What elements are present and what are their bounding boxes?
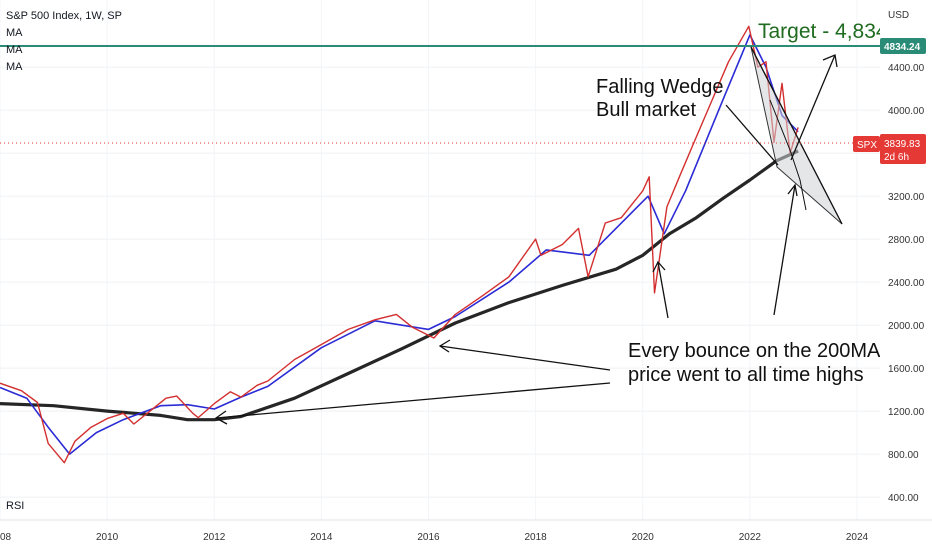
y-tick-label: 1200.00: [888, 407, 925, 418]
ma-indicator-2[interactable]: MA: [6, 44, 23, 56]
series-line-ma-short: [0, 34, 799, 455]
bounce-arrow-2016-head: [438, 339, 451, 353]
x-tick-label: 2022: [739, 532, 762, 543]
bounce-annotation-line2: price went to all time highs: [628, 364, 864, 386]
price-axis-bg: [880, 0, 932, 520]
price-axis-currency: USD: [888, 10, 909, 21]
x-tick-label: 2024: [846, 532, 869, 543]
y-tick-label: 4400.00: [888, 63, 925, 74]
x-tick-label: 2020: [632, 532, 655, 543]
y-tick-label: 2000.00: [888, 321, 925, 332]
x-tick-label: 2010: [96, 532, 119, 543]
wedge-upper-line: [750, 46, 843, 225]
y-tick-label: 2400.00: [888, 278, 925, 289]
bounce-arrow-2020-head: [652, 260, 666, 273]
target-arrow: [790, 54, 836, 161]
chart-legend: S&P 500 Index, 1W, SP MA MA MA: [6, 8, 122, 76]
bounce-arrow-2022: [773, 184, 796, 316]
series-layer: [0, 25, 799, 464]
bounce-arrow-2020: [657, 261, 669, 319]
y-tick-label: 1600.00: [888, 364, 925, 375]
y-tick-label: 400.00: [888, 493, 919, 504]
target-arrow-head: [822, 54, 838, 68]
wedge-inner-path: [769, 99, 807, 211]
y-tick-label: 4000.00: [888, 106, 925, 117]
ma-indicator-1[interactable]: MA: [6, 27, 23, 39]
pattern-annotation-line2: Bull market: [596, 99, 696, 121]
y-tick-label: 2800.00: [888, 235, 925, 246]
time-axis-ticks: 2008 2010 2012 2014 2016 2018 2020 2022 2024: [0, 532, 869, 543]
bounce-arrow-2016: [439, 345, 611, 371]
x-tick-label: 2012: [203, 532, 226, 543]
series-line-price: [0, 25, 799, 464]
last-price-tag: 3839.83 2d 6h: [880, 134, 926, 164]
target-price-label: 4834.24: [884, 42, 921, 53]
target-annotation: Target - 4,834: [758, 20, 888, 43]
bounce-arrow-2012: [215, 382, 611, 419]
bounce-annotation-line1: Every bounce on the 200MA t: [628, 340, 891, 362]
x-tick-label: 2008: [0, 532, 12, 543]
x-tick-label: 2014: [310, 532, 333, 543]
wedge-lower-line: [725, 104, 779, 166]
pattern-annotation-line1: Falling Wedge: [596, 76, 723, 98]
last-price-label: 3839.83: [884, 139, 921, 150]
rsi-pane-label[interactable]: RSI: [6, 500, 25, 512]
bounce-arrow-2022-head: [787, 183, 798, 197]
target-price-tag: 4834.24: [880, 38, 926, 54]
ma-indicator-3[interactable]: MA: [6, 61, 23, 73]
bounce-arrow-2012-head: [214, 410, 228, 425]
symbol-tag: SPX: [853, 136, 880, 152]
countdown-label: 2d 6h: [884, 152, 909, 163]
x-tick-label: 2016: [417, 532, 440, 543]
x-tick-label: 2018: [525, 532, 548, 543]
symbol-title[interactable]: S&P 500 Index, 1W, SP: [6, 10, 122, 22]
symbol-tag-label: SPX: [857, 140, 877, 151]
series-line-ma-200: [0, 149, 799, 422]
y-tick-label: 800.00: [888, 450, 919, 461]
y-tick-label: 3200.00: [888, 192, 925, 203]
grid-lines: [0, 0, 880, 520]
